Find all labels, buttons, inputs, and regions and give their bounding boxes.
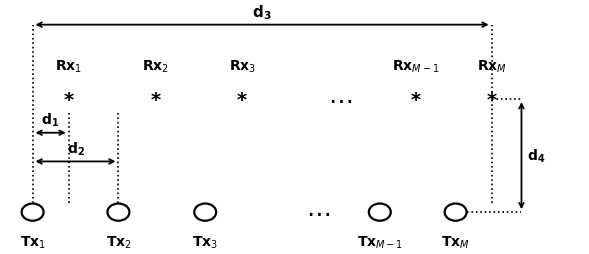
Text: $\cdots$: $\cdots$ <box>306 200 330 224</box>
Text: Tx$_1$: Tx$_1$ <box>19 233 45 250</box>
Text: $\mathbf{d_4}$: $\mathbf{d_4}$ <box>527 147 546 165</box>
Text: Tx$_M$: Tx$_M$ <box>441 233 470 250</box>
Text: Rx$_1$: Rx$_1$ <box>55 59 82 75</box>
Text: $\mathbf{d_3}$: $\mathbf{d_3}$ <box>252 3 272 22</box>
Text: *: * <box>487 90 497 109</box>
Text: Tx$_2$: Tx$_2$ <box>105 233 131 250</box>
Text: Rx$_{M-1}$: Rx$_{M-1}$ <box>392 59 439 75</box>
Text: *: * <box>64 90 74 109</box>
Text: Tx$_{M-1}$: Tx$_{M-1}$ <box>357 233 403 250</box>
Text: Rx$_2$: Rx$_2$ <box>142 59 169 75</box>
Text: Rx$_3$: Rx$_3$ <box>229 59 256 75</box>
Text: $\mathbf{d_2}$: $\mathbf{d_2}$ <box>67 140 84 157</box>
Text: Rx$_M$: Rx$_M$ <box>477 59 507 75</box>
Text: *: * <box>237 90 247 109</box>
Text: *: * <box>411 90 421 109</box>
Text: $\mathbf{d_1}$: $\mathbf{d_1}$ <box>41 111 59 129</box>
Text: Tx$_3$: Tx$_3$ <box>192 233 218 250</box>
Text: $\cdots$: $\cdots$ <box>328 88 352 112</box>
Text: *: * <box>150 90 160 109</box>
